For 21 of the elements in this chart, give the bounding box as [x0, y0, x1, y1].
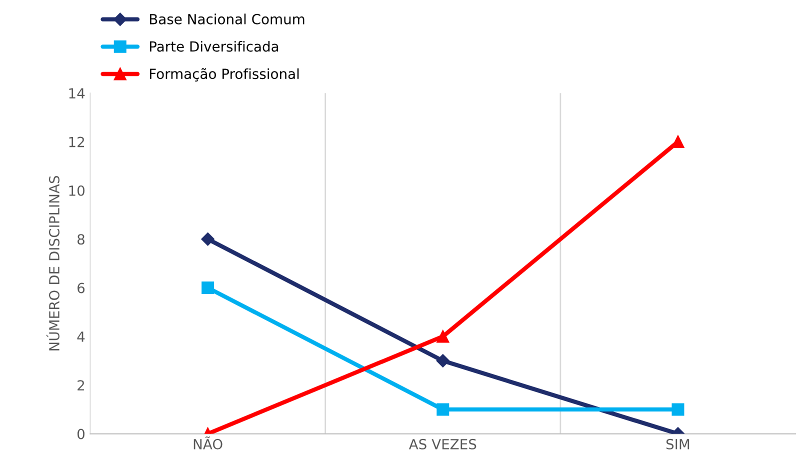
y-axis-title: NÚMERO DE DISCIPLINAS [46, 176, 60, 350]
y-tick-label: 10 [69, 185, 84, 196]
y-tick-label: 0 [77, 428, 84, 440]
point [436, 354, 450, 368]
y-tick-label: 4 [77, 332, 85, 342]
x-tick-label: NÃO [194, 436, 222, 450]
legend-label: Base Nacional Comum [150, 14, 304, 24]
y-tick-label: 12 [69, 136, 84, 148]
y-tick-label: 14 [69, 88, 85, 98]
y-tick-label: 2 [78, 380, 84, 390]
point [436, 403, 450, 416]
legend-label: Formação Profissional [150, 68, 299, 82]
point [436, 330, 450, 343]
point [202, 282, 214, 294]
x-tick-label: SIM [666, 438, 690, 450]
x-tick-label: AS VEZES [408, 438, 476, 450]
point [201, 232, 214, 246]
y-tick-label: 6 [78, 282, 85, 294]
legend-label: Parte Diversificada [150, 40, 278, 52]
y-tick-label: 8 [78, 234, 84, 245]
point [672, 403, 684, 416]
